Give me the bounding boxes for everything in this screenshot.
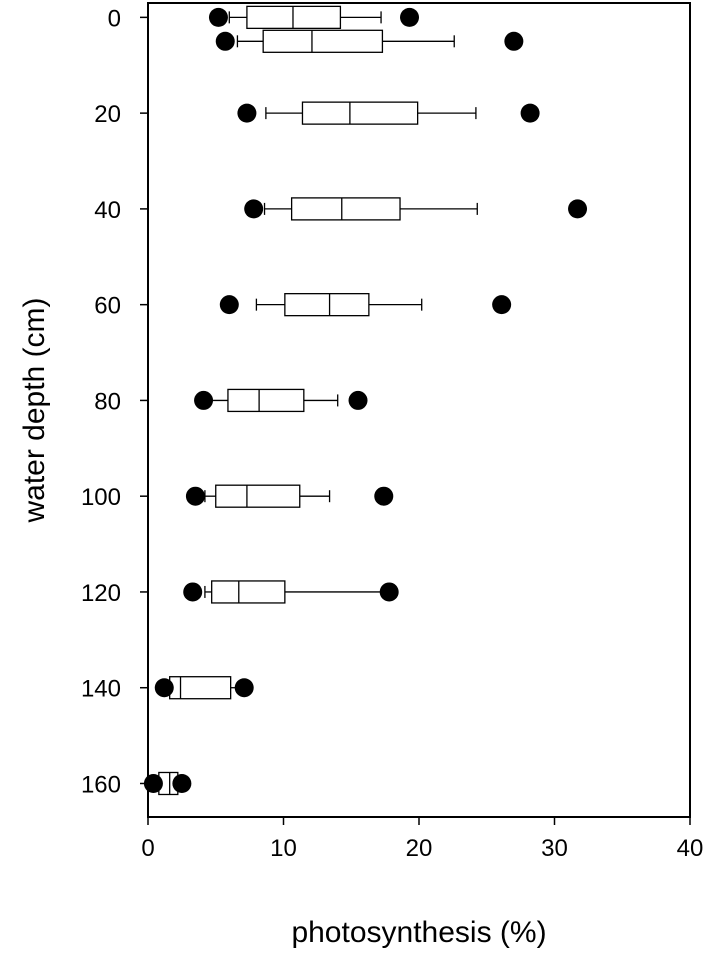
outlier-point bbox=[234, 678, 254, 698]
box-plot-5 bbox=[215, 29, 524, 53]
box-plot-100 bbox=[185, 484, 394, 508]
outlier-point bbox=[143, 773, 163, 793]
outlier-point bbox=[208, 7, 228, 27]
x-tick-label: 20 bbox=[406, 835, 433, 862]
box-plot-140 bbox=[154, 676, 254, 700]
iqr-box bbox=[262, 29, 384, 53]
outlier-point bbox=[219, 295, 239, 315]
outlier-point bbox=[185, 486, 205, 506]
outlier-point bbox=[504, 31, 524, 51]
iqr-box bbox=[215, 484, 301, 508]
y-tick-label: 80 bbox=[94, 388, 121, 415]
x-axis-label: photosynthesis (%) bbox=[291, 916, 546, 949]
outlier-point bbox=[244, 199, 264, 219]
outlier-point bbox=[400, 7, 420, 27]
y-axis-label: water depth (cm) bbox=[18, 297, 51, 523]
iqr-box bbox=[211, 580, 286, 604]
iqr-box bbox=[284, 293, 370, 317]
outlier-point bbox=[379, 582, 399, 602]
y-tick-label: 140 bbox=[81, 676, 121, 703]
outlier-point bbox=[374, 486, 394, 506]
outlier-point bbox=[348, 390, 368, 410]
x-tick-label: 10 bbox=[270, 835, 297, 862]
outlier-point bbox=[183, 582, 203, 602]
outlier-point bbox=[492, 295, 512, 315]
outlier-point bbox=[568, 199, 588, 219]
box-plot-120 bbox=[183, 580, 399, 604]
y-tick-label: 60 bbox=[94, 293, 121, 320]
iqr-box bbox=[301, 101, 419, 125]
y-tick-label: 100 bbox=[81, 484, 121, 511]
y-tick-label: 160 bbox=[81, 771, 121, 798]
y-tick-label: 120 bbox=[81, 580, 121, 607]
outlier-point bbox=[520, 103, 540, 123]
box-plot-40 bbox=[244, 197, 588, 221]
x-axis-ticks: 0 10 20 30 40 bbox=[141, 817, 703, 862]
outlier-point bbox=[154, 678, 174, 698]
x-tick-label: 30 bbox=[541, 835, 568, 862]
outlier-point bbox=[172, 773, 192, 793]
y-tick-label: 0 bbox=[108, 5, 121, 32]
box-plot-0 bbox=[208, 5, 420, 30]
iqr-box bbox=[227, 388, 305, 413]
outlier-point bbox=[215, 31, 235, 51]
outlier-point bbox=[194, 390, 214, 410]
iqr-box bbox=[290, 197, 401, 221]
y-tick-label: 40 bbox=[94, 197, 121, 224]
box-plot-80 bbox=[194, 388, 368, 413]
x-tick-label: 40 bbox=[677, 835, 704, 862]
outlier-point bbox=[237, 103, 257, 123]
x-tick-label: 0 bbox=[141, 835, 154, 862]
box-plot-60 bbox=[219, 293, 512, 317]
iqr-box bbox=[169, 676, 232, 700]
box-plot-160 bbox=[143, 771, 192, 796]
box-plot-20 bbox=[237, 101, 540, 125]
y-tick-label: 20 bbox=[94, 101, 121, 128]
box-series bbox=[143, 5, 588, 796]
iqr-box bbox=[246, 5, 342, 30]
y-axis-ticks: 0 20 40 60 80 100 120 140 160 bbox=[81, 5, 148, 798]
